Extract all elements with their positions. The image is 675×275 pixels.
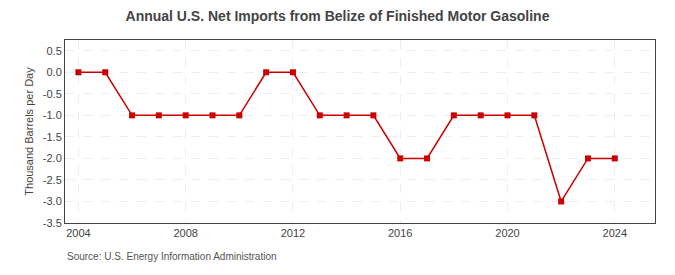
svg-text:-0.5: -0.5 (43, 88, 62, 100)
svg-text:-1.5: -1.5 (43, 131, 62, 143)
svg-text:-3.5: -3.5 (43, 217, 62, 229)
svg-text:-2.5: -2.5 (43, 174, 62, 186)
svg-text:2012: 2012 (281, 227, 305, 239)
svg-text:-3.0: -3.0 (43, 195, 62, 207)
svg-text:Source: U.S. Energy Informatio: Source: U.S. Energy Information Administ… (67, 251, 277, 262)
svg-text:0.0: 0.0 (47, 66, 62, 78)
svg-text:-1.0: -1.0 (43, 109, 62, 121)
svg-text:2004: 2004 (66, 227, 90, 239)
svg-text:Annual U.S. Net Imports from B: Annual U.S. Net Imports from Belize of F… (126, 8, 550, 24)
svg-text:2024: 2024 (603, 227, 627, 239)
svg-text:2020: 2020 (495, 227, 519, 239)
svg-text:-2.0: -2.0 (43, 152, 62, 164)
svg-text:0.5: 0.5 (47, 45, 62, 57)
svg-text:2016: 2016 (388, 227, 412, 239)
svg-text:Thousand Barrels per Day: Thousand Barrels per Day (23, 67, 35, 196)
svg-text:2008: 2008 (173, 227, 197, 239)
